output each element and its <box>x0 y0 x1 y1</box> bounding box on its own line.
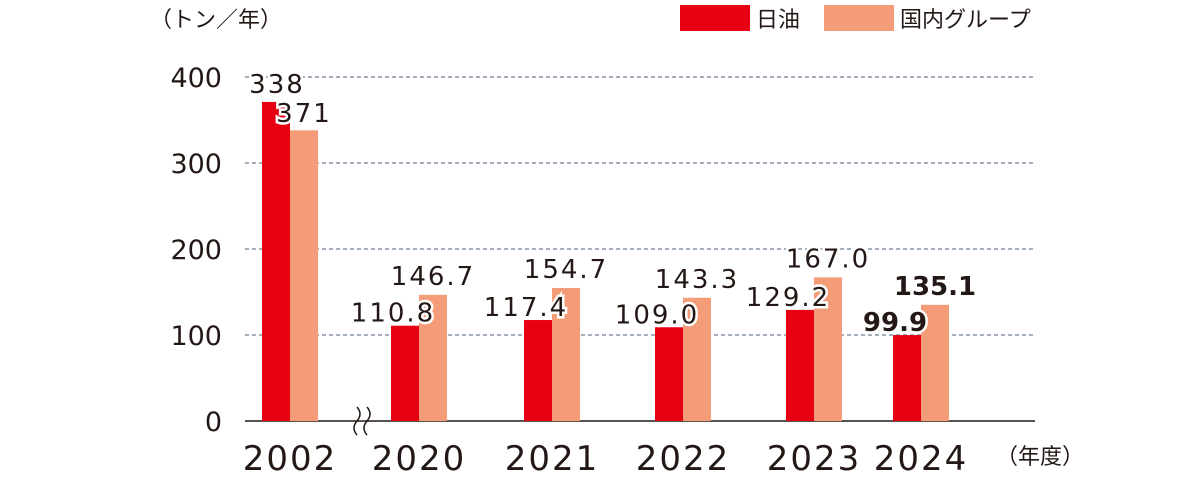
bar-domestic-group-2023 <box>814 277 842 421</box>
legend-label-domestic-group: 国内グループ <box>900 8 1031 33</box>
bar-domestic-group-2024 <box>921 304 949 421</box>
x-tick-label-2023: 2023 <box>767 439 862 479</box>
bar-nof-2021 <box>524 320 552 421</box>
axis-break-mark-right <box>363 406 371 436</box>
bar-nof-2020 <box>391 325 419 421</box>
x-tick-label-2022: 2022 <box>636 439 731 479</box>
bar-domestic-group-2020 <box>419 294 447 421</box>
data-label-domestic-group-2023: 167.0 <box>786 244 870 274</box>
legend-swatch-domestic-group <box>824 5 895 31</box>
y-unit-label: （トン／年） <box>150 8 283 33</box>
legend-swatch-nof <box>680 5 750 31</box>
legend-label-nof: 日油 <box>756 8 801 33</box>
data-label-domestic-group-2020: 146.7 <box>391 262 475 292</box>
legend-item-domestic-group: 国内グループ <box>824 2 1031 34</box>
legend: 日油 国内グループ <box>680 2 1055 34</box>
x-axis-suffix-label: （年度） <box>996 445 1084 470</box>
data-label-domestic-group-2024: 135.1 <box>894 272 976 302</box>
bar-nof-2023 <box>786 309 814 421</box>
bar-nof-2002 <box>262 101 290 421</box>
bar-domestic-group-2002 <box>290 130 318 421</box>
x-tick-label-2024: 2024 <box>874 439 969 479</box>
data-label-nof-2020: 110.8 <box>351 299 435 329</box>
y-tick-label: 200 <box>170 235 222 266</box>
data-label-nof-2002: 371 <box>276 99 332 129</box>
data-label-domestic-group-2021: 154.7 <box>524 255 608 285</box>
data-label-nof-2024: 99.9 <box>863 308 927 338</box>
data-label-domestic-group-2022: 143.3 <box>655 265 739 295</box>
y-tick-label: 0 <box>205 407 222 438</box>
x-tick-label-2002: 2002 <box>243 439 338 479</box>
legend-item-nof: 日油 <box>680 2 800 34</box>
data-label-nof-2022: 109.0 <box>615 300 699 330</box>
y-tick-label: 300 <box>170 149 222 180</box>
data-label-nof-2021: 117.4 <box>484 293 568 323</box>
bar-domestic-group-2021 <box>552 287 580 421</box>
bar-nof-2022 <box>655 327 683 421</box>
x-tick-label-2021: 2021 <box>505 439 600 479</box>
data-label-domestic-group-2002: 338 <box>249 70 305 100</box>
axis-break-mark-left <box>353 406 361 436</box>
bar-domestic-group-2022 <box>683 297 711 421</box>
y-tick-label: 400 <box>170 63 222 94</box>
data-label-nof-2023: 129.2 <box>746 283 830 313</box>
x-tick-label-2020: 2020 <box>372 439 467 479</box>
bar-nof-2024 <box>893 335 921 421</box>
y-tick-label: 100 <box>170 321 222 352</box>
